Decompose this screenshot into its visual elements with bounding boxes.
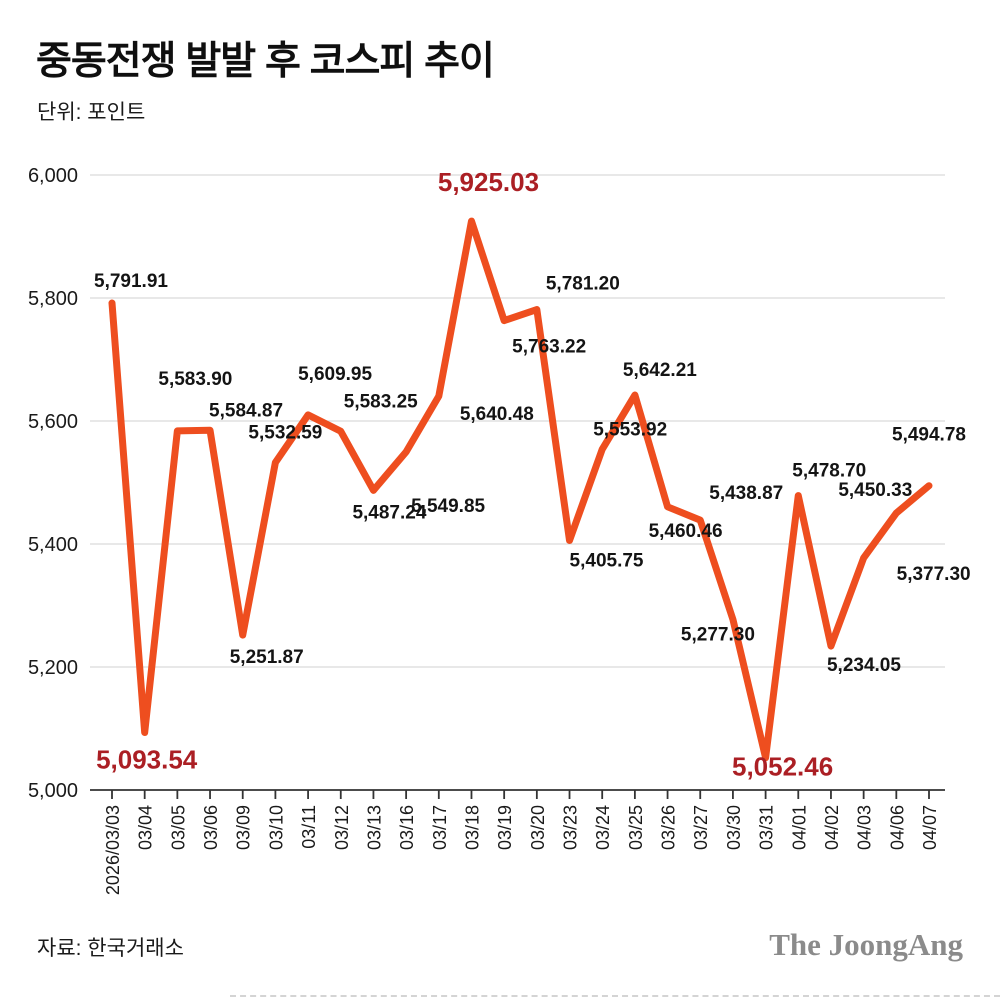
point-label: 5,487.24 [352,502,426,523]
bottom-divider [230,995,1000,997]
point-label: 5,234.05 [827,655,901,676]
x-tick-label: 04/02 [822,805,842,850]
y-tick-label: 6,000 [28,165,78,187]
x-tick-label: 03/06 [201,805,221,850]
y-tick-label: 5,800 [28,288,78,310]
x-tick-label: 03/16 [397,805,417,850]
point-label: 5,405.75 [570,550,644,571]
point-label: 5,494.78 [892,425,966,446]
point-label: 5,781.20 [546,274,620,295]
x-tick-label: 03/13 [364,805,384,850]
y-tick-label: 5,400 [28,534,78,556]
point-label: 5,277.30 [681,624,755,645]
x-tick-label: 03/05 [168,805,188,850]
x-tick-label: 04/01 [789,805,809,850]
x-tick-label: 03/25 [626,805,646,850]
point-label: 5,584.87 [209,400,283,421]
source-label: 자료: 한국거래소 [37,937,184,960]
x-tick-label: 03/04 [136,805,156,850]
highlight-point-label: 5,925.03 [438,167,539,197]
point-label: 5,438.87 [709,483,783,504]
x-tick-label: 03/19 [495,805,515,850]
y-tick-label: 5,000 [28,780,78,802]
highlight-point-label: 5,093.54 [96,744,198,774]
point-label: 5,553.92 [593,419,667,440]
point-label: 5,549.85 [411,496,485,517]
x-tick-label: 03/31 [757,805,777,850]
kospi-line [108,217,933,762]
chart-title: 중동전쟁 발발 후 코스피 추이 [36,40,495,83]
point-label: 5,478.70 [792,461,866,482]
x-tick-label: 03/09 [234,805,254,850]
point-label: 5,640.48 [460,404,534,425]
x-tick-label: 03/30 [724,805,744,850]
x-tick-label: 03/24 [593,805,613,850]
point-label: 5,609.95 [298,364,372,385]
x-tick-label: 03/18 [462,805,482,850]
unit-label: 단위: 포인트 [37,101,146,124]
x-tick-label: 2026/03/03 [103,805,123,895]
x-tick-label: 04/06 [887,805,907,850]
x-tick-label: 03/10 [266,805,286,850]
x-tick-label: 03/20 [528,805,548,850]
x-tick-label: 03/12 [332,805,352,850]
point-label: 5,377.30 [897,564,971,585]
point-label: 5,763.22 [512,337,586,358]
y-tick-label: 5,200 [28,657,78,679]
x-tick-label: 03/26 [659,805,679,850]
highlight-point-label: 5,052.46 [732,752,833,782]
x-tick-label: 03/27 [691,805,711,850]
point-label: 5,450.33 [838,480,912,501]
point-label: 5,583.90 [158,369,232,390]
x-tick-label: 03/17 [430,805,450,850]
point-label: 5,791.91 [94,271,168,292]
y-tick-label: 5,600 [28,411,78,433]
x-tick-label: 03/23 [561,805,581,850]
x-tick-label: 04/07 [920,805,940,850]
point-label: 5,460.46 [649,521,723,542]
point-label: 5,251.87 [230,647,304,668]
point-label: 5,532.59 [248,422,322,443]
point-label: 5,583.25 [344,391,418,412]
joongang-logo: The JoongAng [769,927,963,962]
point-label: 5,642.21 [623,360,697,381]
x-tick-label: 03/11 [299,805,319,849]
x-tick-label: 04/03 [855,805,875,850]
